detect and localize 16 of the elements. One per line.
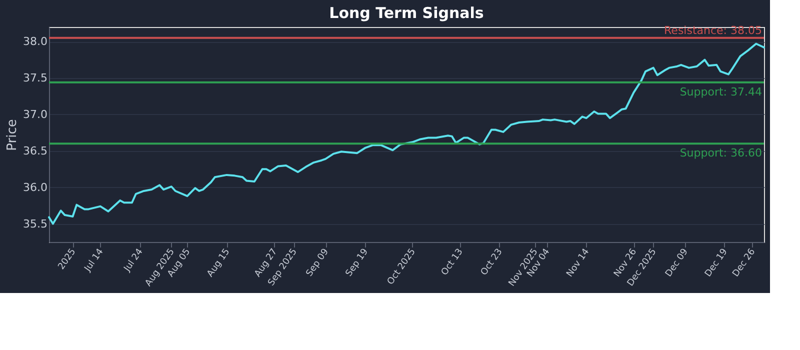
y-tick-label: 36.5 (23, 144, 48, 158)
x-tick-label: Jul 24 (122, 246, 146, 274)
y-tick-label: 35.5 (23, 217, 48, 230)
y-tick-label: 37.5 (23, 72, 48, 85)
y-tick-label: 38.0 (23, 35, 48, 48)
ref-line-label: Support: 36.60 (680, 146, 762, 160)
y-axis-title: Price (5, 119, 20, 151)
ref-line-label: Resistance: 38.05 (664, 24, 762, 37)
x-tick-label: Oct 23 (479, 247, 505, 278)
y-tick-label: 36.0 (23, 180, 48, 194)
chart-title: Long Term Signals (329, 4, 484, 22)
x-tick-label: Oct 13 (440, 247, 466, 278)
x-tick-label: Jul 14 (82, 246, 106, 274)
y-tick-label: 37.0 (23, 108, 48, 121)
line-series (48, 42, 765, 225)
ref-line-label: Support: 37.44 (680, 85, 762, 98)
